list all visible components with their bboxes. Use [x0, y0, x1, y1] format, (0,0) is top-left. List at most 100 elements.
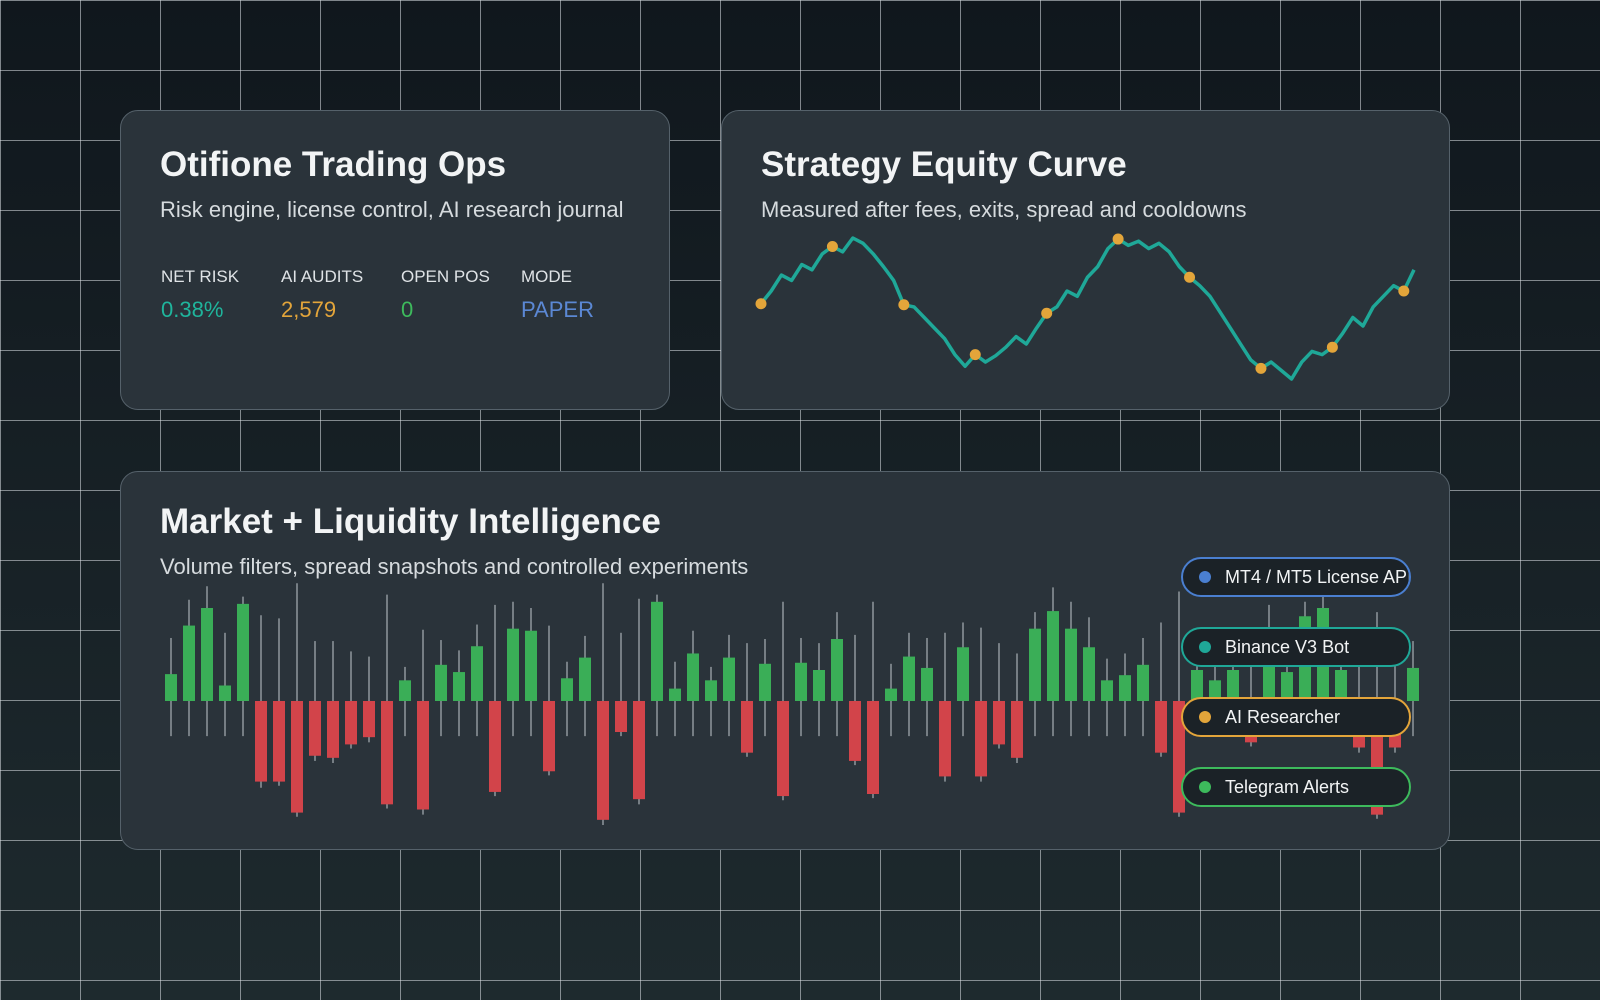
- service-pill: MT4 / MT5 License API: [1181, 557, 1411, 597]
- stat-value: PAPER: [521, 297, 594, 322]
- equity-line: [759, 236, 1416, 381]
- candle-body: [687, 653, 699, 701]
- candle-body: [1119, 675, 1131, 701]
- candle-body: [471, 646, 483, 701]
- candle-body: [867, 701, 879, 794]
- card-subtitle: Measured after fees, exits, spread and c…: [761, 197, 1247, 222]
- candle-body: [255, 701, 267, 782]
- stat-value: 2,579: [281, 297, 337, 322]
- stat: AI AUDITS 2,579: [281, 267, 401, 323]
- candle-body: [1407, 667, 1419, 701]
- candle-body: [561, 678, 573, 701]
- candle-body: [1011, 701, 1023, 758]
- equity-marker: [1255, 362, 1267, 374]
- candle-body: [237, 603, 249, 701]
- candle-body: [831, 639, 843, 701]
- candle-body: [813, 670, 825, 701]
- card-title: Market + Liquidity Intelligence: [160, 502, 661, 541]
- candle-body: [957, 647, 969, 701]
- candle-body: [1137, 664, 1149, 701]
- equity-marker: [826, 240, 838, 252]
- equity-marker: [898, 299, 910, 311]
- candle-body: [291, 701, 303, 813]
- equity-marker: [755, 298, 767, 310]
- equity-marker: [969, 349, 981, 361]
- overview-card: Otifione Trading Ops Risk engine, licens…: [120, 110, 670, 410]
- candle-body: [579, 657, 591, 701]
- candle-body: [669, 688, 681, 701]
- service-name: MT4 / MT5 License API: [1225, 567, 1411, 587]
- candle-body: [507, 628, 519, 701]
- candle-body: [309, 701, 321, 756]
- service-pill: Telegram Alerts: [1181, 767, 1411, 807]
- candle-body: [759, 663, 771, 701]
- candle-body: [1209, 680, 1221, 701]
- stat-value: 0.38%: [161, 297, 224, 322]
- candle-body: [525, 630, 537, 701]
- candle-body: [795, 662, 807, 701]
- candle-body: [993, 701, 1005, 745]
- candle-body: [417, 701, 429, 810]
- candle-body: [723, 657, 735, 701]
- stat: OPEN POS 0: [401, 267, 521, 323]
- status-dot: [1199, 641, 1211, 653]
- candle-body: [435, 664, 447, 701]
- candle-body: [741, 701, 753, 753]
- candle-body: [651, 601, 663, 701]
- status-dot: [1199, 781, 1211, 793]
- candle-body: [921, 667, 933, 701]
- candle-body: [1083, 647, 1095, 701]
- stat-label: OPEN POS: [401, 267, 490, 286]
- candle-body: [219, 685, 231, 701]
- candle-body: [183, 625, 195, 701]
- candle-body: [345, 701, 357, 745]
- service-name: AI Researcher: [1225, 707, 1341, 727]
- stat-label: AI AUDITS: [281, 267, 364, 286]
- candle-body: [903, 656, 915, 701]
- equity-marker: [1184, 271, 1196, 283]
- equity-marker: [1398, 285, 1410, 297]
- candle-body: [1263, 664, 1275, 701]
- service-name: Binance V3 Bot: [1225, 637, 1350, 657]
- candle-body: [633, 701, 645, 800]
- candle-body: [381, 701, 393, 805]
- stat: MODE PAPER: [521, 267, 641, 323]
- candle-body: [399, 680, 411, 701]
- candle-body: [327, 701, 339, 758]
- candle-body: [273, 701, 285, 782]
- status-dot: [1199, 571, 1211, 583]
- candle-body: [939, 701, 951, 777]
- stat: NET RISK 0.38%: [161, 267, 281, 323]
- card-title: Strategy Equity Curve: [761, 145, 1127, 184]
- candle-body: [201, 608, 213, 701]
- card-title: Otifione Trading Ops: [160, 145, 507, 184]
- candle-body: [1227, 670, 1239, 701]
- candle-body: [543, 701, 555, 772]
- equity-card: Strategy Equity Curve Measured after fee…: [721, 110, 1450, 410]
- stat-value: 0: [401, 297, 414, 322]
- equity-chart: [755, 233, 1416, 381]
- candle-body: [453, 672, 465, 701]
- candle-body: [1191, 670, 1203, 701]
- candle-body: [363, 701, 375, 738]
- stat-label: MODE: [521, 267, 572, 286]
- stat-label: NET RISK: [161, 267, 240, 286]
- candle-body: [885, 688, 897, 701]
- candle-body: [1065, 628, 1077, 701]
- card-subtitle: Volume filters, spread snapshots and con…: [160, 554, 749, 579]
- candle-body: [849, 701, 861, 761]
- equity-marker: [1112, 233, 1124, 245]
- candle-body: [165, 674, 177, 701]
- service-pill: Binance V3 Bot: [1181, 627, 1411, 667]
- candle-body: [975, 701, 987, 777]
- service-pill: AI Researcher: [1181, 697, 1411, 737]
- candle-body: [1029, 628, 1041, 701]
- card-subtitle: Risk engine, license control, AI researc…: [160, 197, 624, 222]
- candle-body: [1335, 670, 1347, 701]
- candle-body: [597, 701, 609, 820]
- candle-body: [615, 701, 627, 732]
- candle-body: [1155, 701, 1167, 753]
- status-dot: [1199, 711, 1211, 723]
- equity-marker: [1041, 307, 1053, 319]
